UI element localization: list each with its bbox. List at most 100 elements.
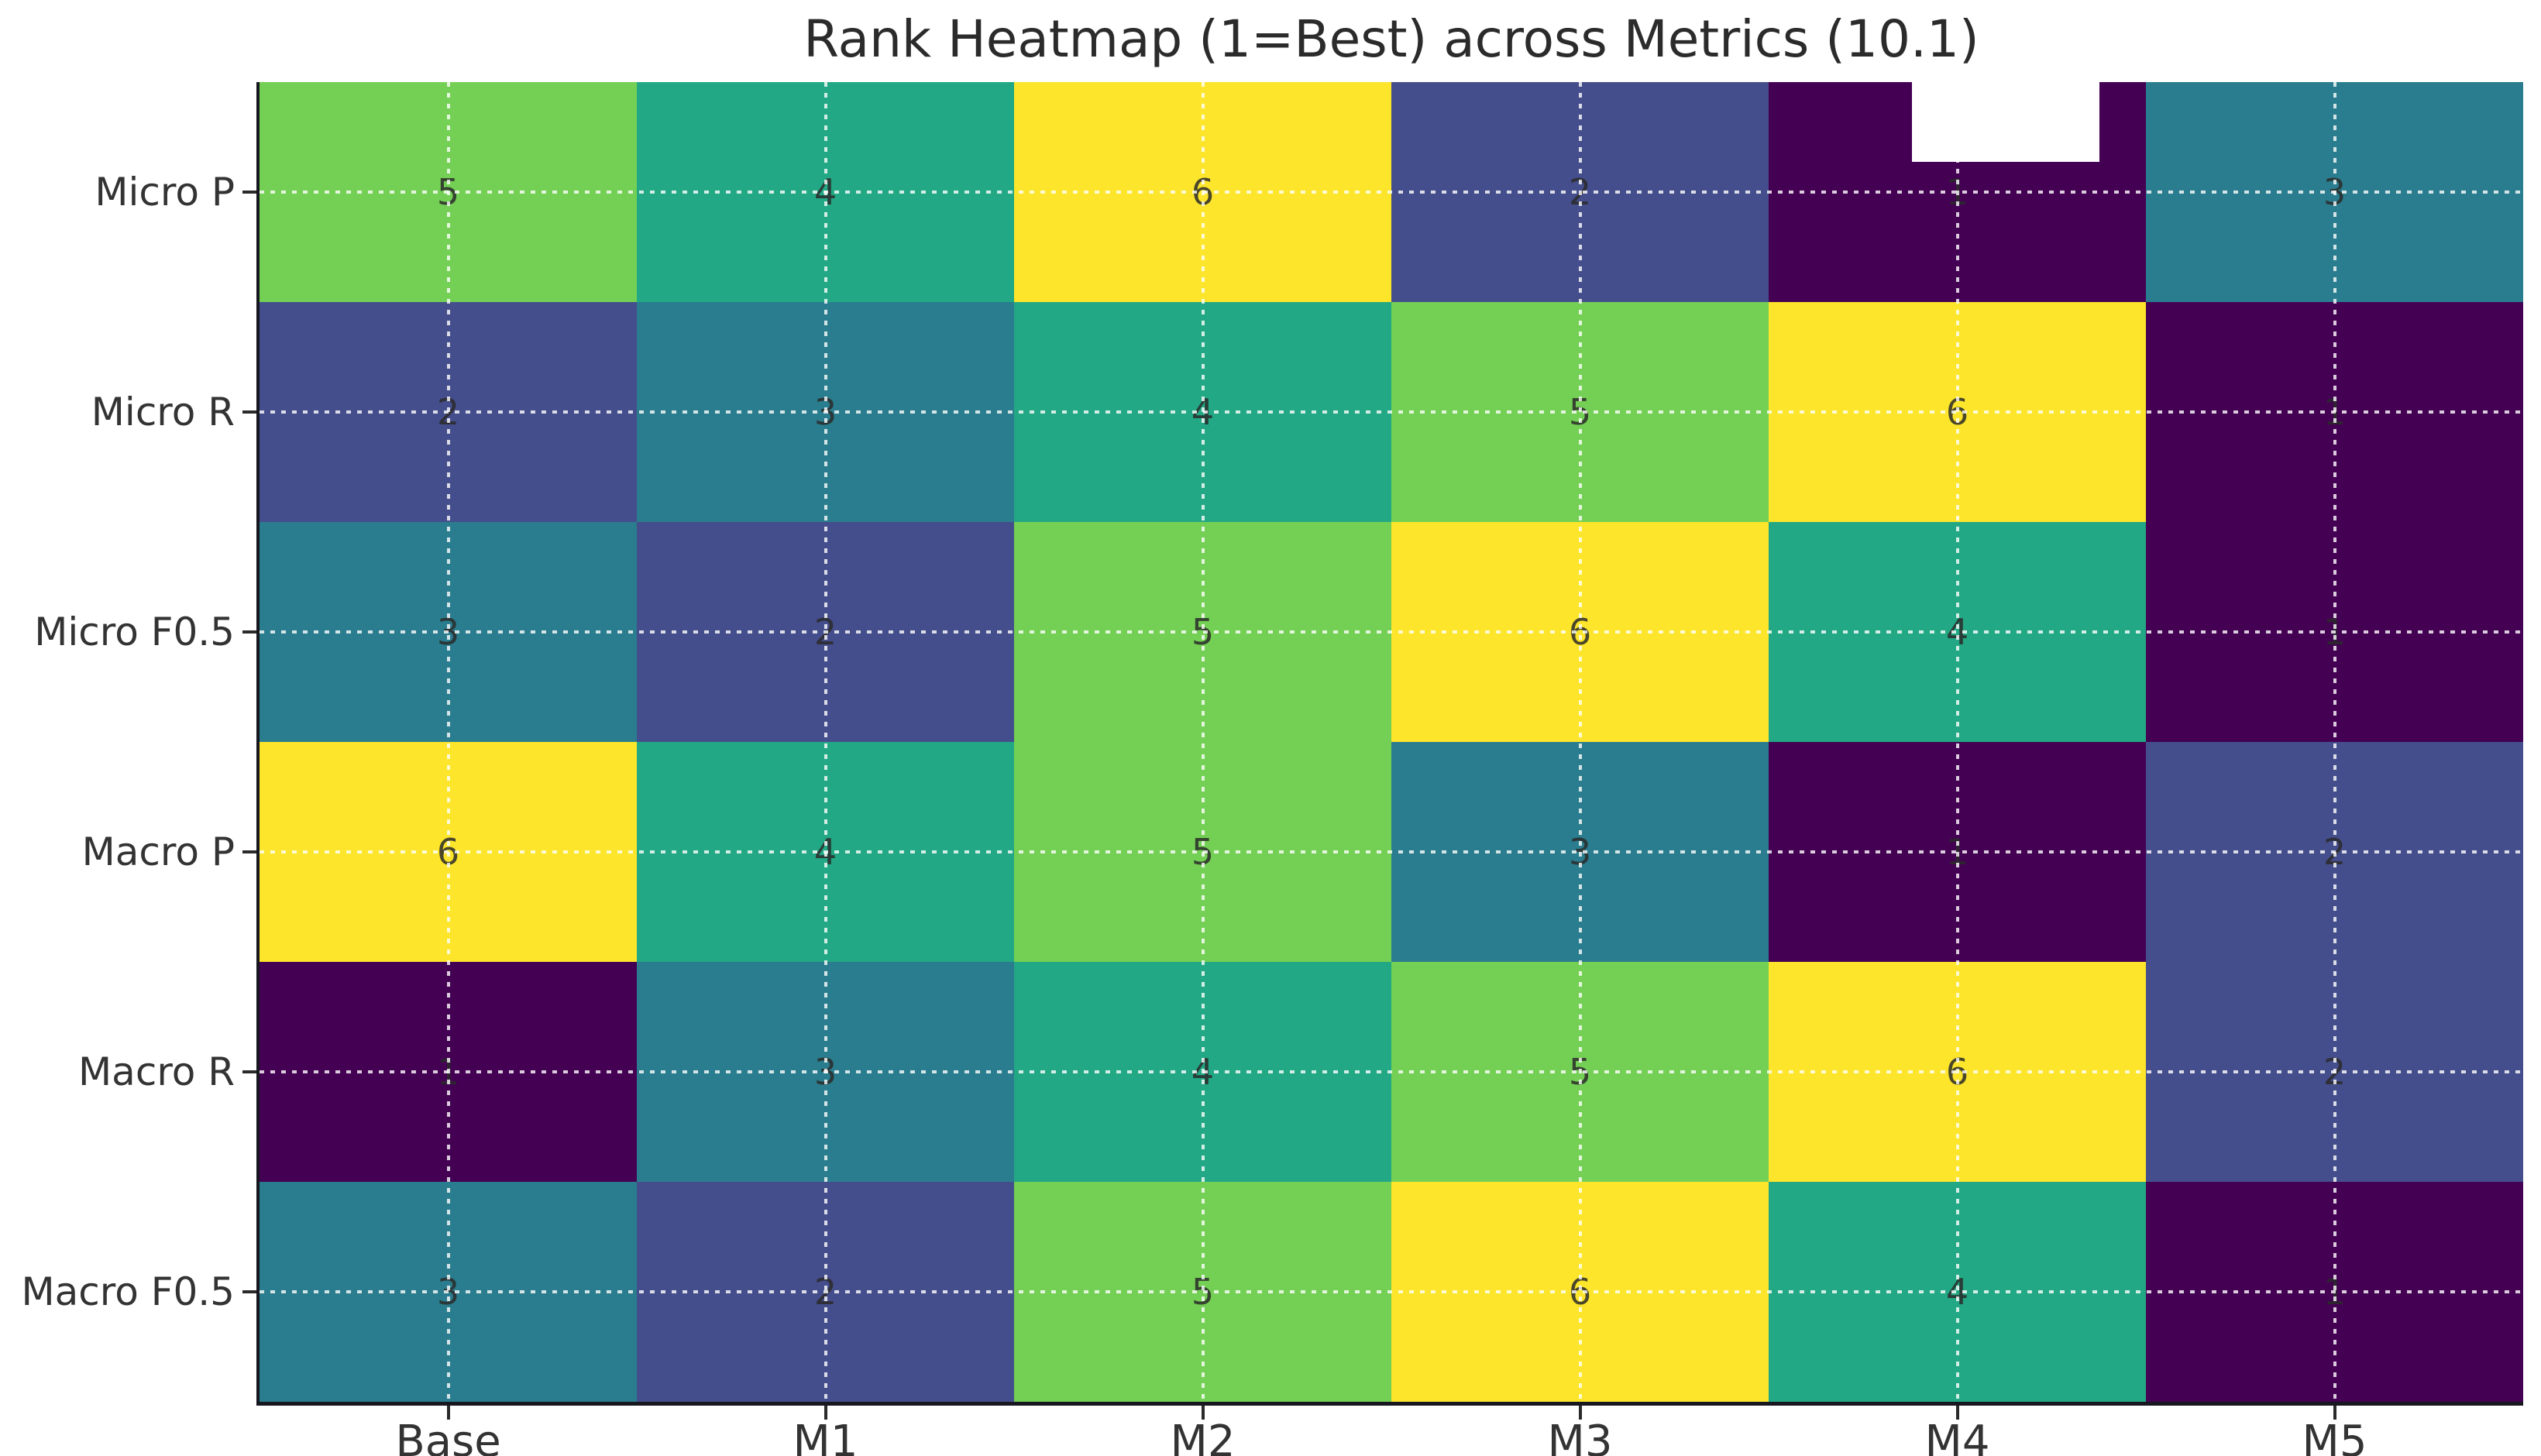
x-tick-label: Base: [395, 1417, 501, 1456]
heatmap-cell: 6: [1391, 522, 1769, 742]
cell-value-label: 2: [436, 391, 460, 433]
cell-value-label: 6: [436, 831, 460, 873]
cell-value-label: 4: [1191, 1051, 1215, 1093]
y-tick-label: Macro F0.5: [21, 1269, 236, 1314]
cell-value-label: 2: [813, 611, 837, 653]
heatmap-cell: 2: [637, 522, 1014, 742]
heatmap-cell: 1: [2146, 1182, 2523, 1402]
heatmap-cell: 2: [2146, 962, 2523, 1182]
heatmap-cell: 6: [1014, 82, 1391, 302]
cell-value-label: 6: [1945, 1051, 1969, 1093]
x-axis-spine: [256, 1402, 2523, 1406]
white-patch-artifact: [1912, 82, 2099, 162]
cell-value-label: 1: [1945, 171, 1969, 213]
y-axis-tick: [242, 191, 256, 194]
heatmap-cell: 5: [260, 82, 637, 302]
y-axis-tick: [242, 850, 256, 853]
heatmap-cell: 4: [1014, 302, 1391, 522]
cell-value-label: 5: [1191, 831, 1215, 873]
heatmap-cell: 1: [1769, 742, 2146, 962]
heatmap-cell: 6: [1391, 1182, 1769, 1402]
heatmap-cell: 2: [637, 1182, 1014, 1402]
heatmap-cell: 6: [1769, 962, 2146, 1182]
cell-value-label: 2: [1568, 171, 1592, 213]
cell-value-label: 3: [436, 611, 460, 653]
cell-value-label: 2: [2323, 831, 2347, 873]
cell-value-label: 4: [1191, 391, 1215, 433]
cell-value-label: 4: [1945, 611, 1969, 653]
chart-title: Rank Heatmap (1=Best) across Metrics (10…: [803, 9, 1979, 69]
heatmap-cell: 3: [260, 522, 637, 742]
y-tick-label: Micro P: [95, 170, 235, 215]
heatmap-cell: 1: [2146, 302, 2523, 522]
cell-value-label: 6: [1945, 391, 1969, 433]
heatmap-cell: 4: [1769, 522, 2146, 742]
heatmap-cell: 2: [2146, 742, 2523, 962]
y-axis-spine: [256, 82, 260, 1406]
x-axis-tick: [824, 1406, 827, 1420]
y-axis-tick: [242, 1070, 256, 1073]
cell-value-label: 2: [813, 1271, 837, 1313]
cell-value-label: 3: [813, 1051, 837, 1093]
heatmap-cell: 4: [1769, 1182, 2146, 1402]
cell-value-label: 2: [2323, 1051, 2347, 1093]
cell-value-label: 6: [1568, 1271, 1592, 1313]
cell-value-label: 5: [1568, 1051, 1592, 1093]
cell-value-label: 1: [2323, 391, 2347, 433]
heatmap-cell: 2: [260, 302, 637, 522]
x-axis-tick: [1201, 1406, 1205, 1420]
y-tick-label: Micro R: [91, 390, 235, 434]
heatmap-cell: 6: [260, 742, 637, 962]
y-tick-label: Macro R: [78, 1049, 235, 1094]
cell-value-label: 5: [1191, 1271, 1215, 1313]
x-axis-tick: [2333, 1406, 2336, 1420]
y-tick-label: Micro F0.5: [34, 610, 235, 654]
x-tick-label: M5: [2302, 1417, 2367, 1456]
cell-value-label: 4: [1945, 1271, 1969, 1313]
x-tick-label: M2: [1170, 1417, 1236, 1456]
y-axis-tick: [242, 630, 256, 634]
heatmap-cell: 5: [1391, 302, 1769, 522]
heatmap-cell: 5: [1014, 1182, 1391, 1402]
heatmap-cell: 3: [637, 962, 1014, 1182]
cell-value-label: 5: [1568, 391, 1592, 433]
cell-value-label: 3: [1568, 831, 1592, 873]
heatmap-cell: 2: [1391, 82, 1769, 302]
cell-value-label: 3: [813, 391, 837, 433]
x-tick-label: M3: [1547, 1417, 1613, 1456]
x-tick-label: M4: [1924, 1417, 1990, 1456]
cell-value-label: 6: [1568, 611, 1592, 653]
heatmap-cell: 3: [637, 302, 1014, 522]
heatmap-plot: 5 4 6 2 1 3 2 3 4 5 6 1 3 2 5 6 4 1 6 4 5 3 1 2 1 3 4 5 6 2 3 2 5 6 4 1: [260, 82, 2523, 1402]
cell-value-label: 6: [1191, 171, 1215, 213]
cell-value-label: 1: [2323, 611, 2347, 653]
heatmap-cell: 4: [637, 742, 1014, 962]
heatmap-cell: 1: [2146, 522, 2523, 742]
cell-value-label: 4: [813, 171, 837, 213]
cell-value-label: 4: [813, 831, 837, 873]
x-axis-tick: [1578, 1406, 1582, 1420]
heatmap-cell: 5: [1014, 742, 1391, 962]
heatmap-cell: 5: [1014, 522, 1391, 742]
y-axis-tick: [242, 410, 256, 414]
cell-value-label: 1: [2323, 1271, 2347, 1313]
y-tick-label: Macro P: [81, 829, 235, 874]
x-axis-tick: [1955, 1406, 1959, 1420]
cell-value-label: 5: [1191, 611, 1215, 653]
cell-value-label: 1: [1945, 831, 1969, 873]
y-axis-tick: [242, 1290, 256, 1293]
heatmap-cell: 4: [637, 82, 1014, 302]
heatmap-cell: 3: [1391, 742, 1769, 962]
x-axis-tick: [446, 1406, 450, 1420]
heatmap-cell: 3: [2146, 82, 2523, 302]
cell-value-label: 1: [436, 1051, 460, 1093]
cell-value-label: 3: [436, 1271, 460, 1313]
heatmap-cell: 6: [1769, 302, 2146, 522]
heatmap-cell: 5: [1391, 962, 1769, 1182]
cell-value-label: 3: [2323, 171, 2347, 213]
cell-value-label: 5: [436, 171, 460, 213]
heatmap-cell: 3: [260, 1182, 637, 1402]
heatmap-cell: 4: [1014, 962, 1391, 1182]
heatmap-cell: 1: [260, 962, 637, 1182]
